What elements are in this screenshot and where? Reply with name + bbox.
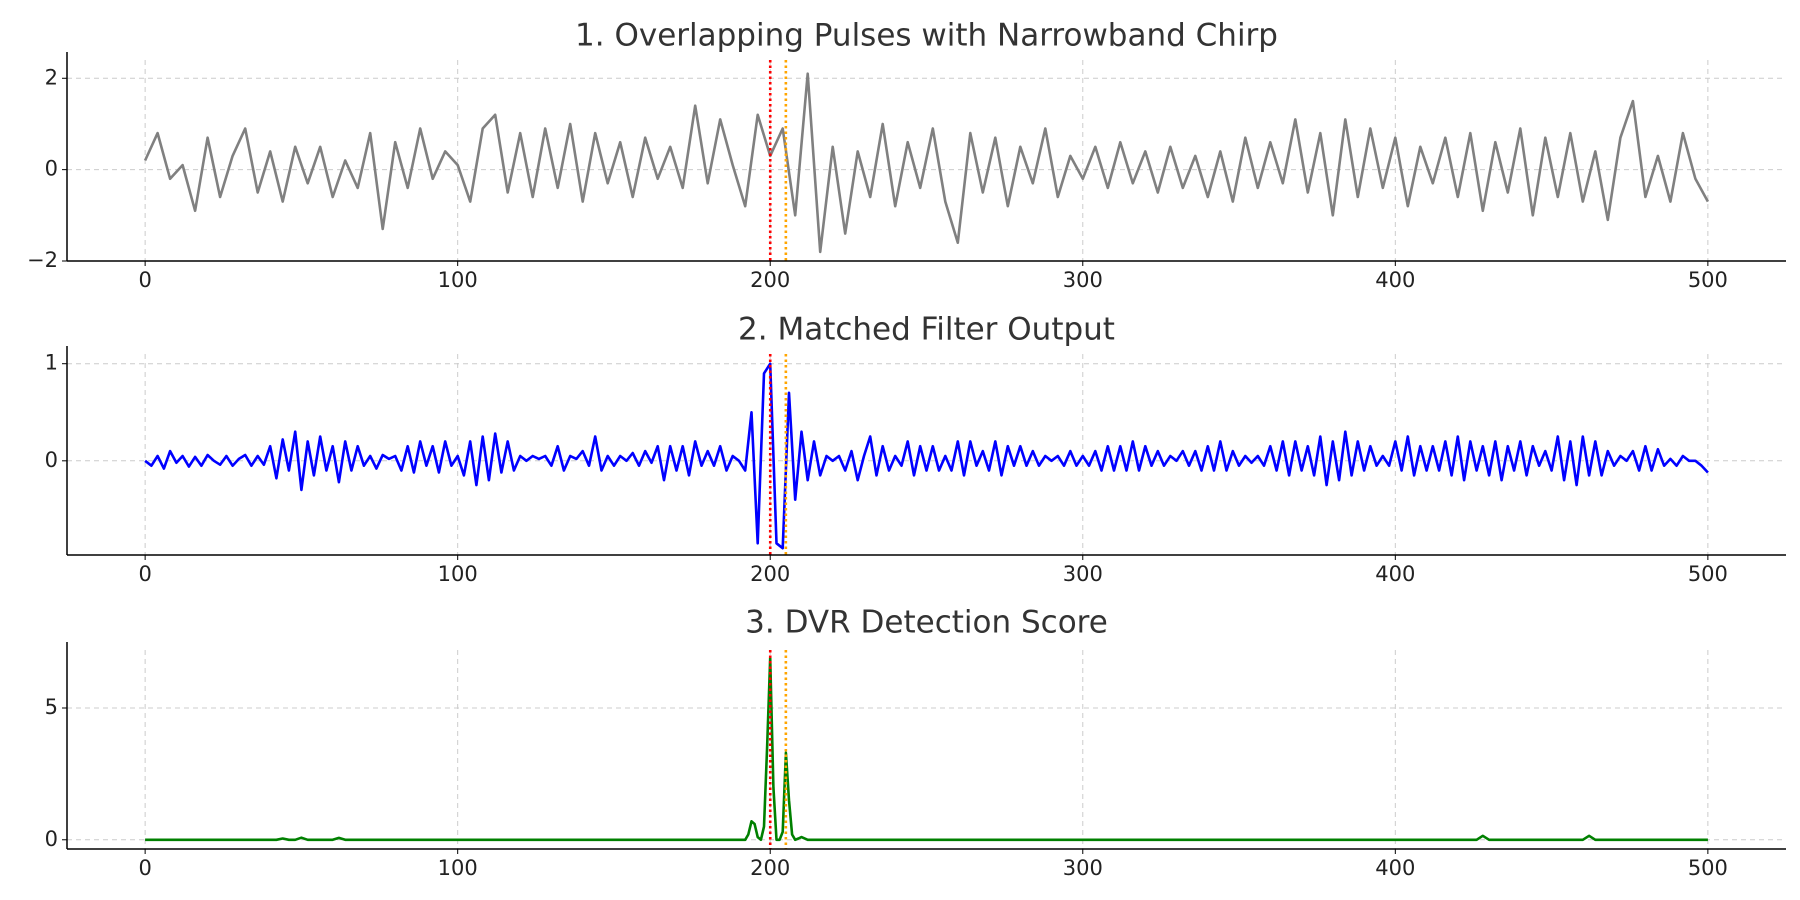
x-tick-label: 300 — [1063, 856, 1103, 880]
data-line — [144, 362, 1709, 550]
data-line — [143, 72, 1710, 254]
x-tick-label: 0 — [138, 856, 151, 880]
y-tick-label: 2 — [45, 65, 58, 89]
y-tick-label: 5 — [45, 695, 58, 719]
x-tick-label: 400 — [1375, 268, 1415, 292]
y-tick-label: 0 — [45, 827, 58, 851]
x-tick-label: 200 — [750, 562, 790, 586]
x-tick-label: 200 — [750, 268, 790, 292]
x-tick-label: 500 — [1688, 268, 1728, 292]
x-tick-label: 300 — [1063, 562, 1103, 586]
x-tick-label: 500 — [1688, 856, 1728, 880]
x-tick-label: 300 — [1063, 268, 1103, 292]
y-tick-label: 0 — [45, 448, 58, 472]
x-tick-label: 100 — [438, 562, 478, 586]
x-tick-label: 400 — [1375, 562, 1415, 586]
y-tick-label: 1 — [45, 351, 58, 375]
y-tick-label: 0 — [45, 157, 58, 181]
x-tick-label: 400 — [1375, 856, 1415, 880]
x-tick-label: 0 — [138, 562, 151, 586]
y-tick-label: −2 — [27, 248, 58, 272]
x-tick-label: 100 — [438, 268, 478, 292]
chart-title: 2. Matched Filter Output — [738, 312, 1115, 348]
x-tick-label: 100 — [438, 856, 478, 880]
chart-title: 1. Overlapping Pulses with Narrowband Ch… — [575, 18, 1278, 54]
x-tick-label: 200 — [750, 856, 790, 880]
data-line — [145, 656, 1708, 842]
x-tick-label: 0 — [138, 268, 151, 292]
chart-title: 3. DVR Detection Score — [745, 605, 1108, 641]
x-tick-label: 500 — [1688, 562, 1728, 586]
